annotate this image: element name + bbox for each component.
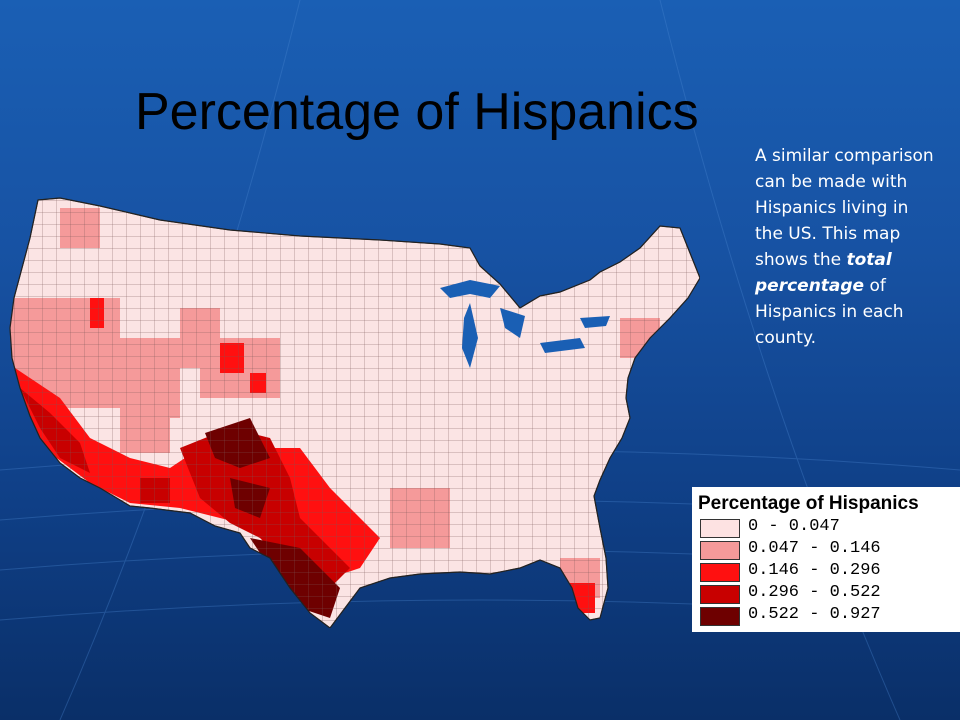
legend-swatch xyxy=(700,563,740,582)
legend-swatch xyxy=(700,585,740,604)
legend-label: 0.146 - 0.296 xyxy=(748,561,881,580)
legend-swatch xyxy=(700,541,740,560)
caption-text-1: A similar comparison can be made with Hi… xyxy=(755,146,934,270)
legend-label: 0 - 0.047 xyxy=(748,517,840,536)
slide-title: Percentage of Hispanics xyxy=(135,83,699,141)
legend-swatch xyxy=(700,607,740,626)
map-legend: Percentage of Hispanics 0 - 0.047 0.047 … xyxy=(692,487,960,632)
legend-title: Percentage of Hispanics xyxy=(698,493,919,514)
legend-label: 0.047 - 0.146 xyxy=(748,539,881,558)
great-lakes xyxy=(440,280,610,368)
legend-label: 0.296 - 0.522 xyxy=(748,583,881,602)
us-county-map xyxy=(0,188,701,629)
legend-label: 0.522 - 0.927 xyxy=(748,605,881,624)
caption-emphasis: total percentage xyxy=(755,250,892,296)
legend-swatch xyxy=(700,519,740,538)
slide-caption: A similar comparison can be made with Hi… xyxy=(755,143,935,351)
caption-text-2: of Hispanics in each county. xyxy=(755,276,904,348)
map-svg xyxy=(9,197,701,629)
